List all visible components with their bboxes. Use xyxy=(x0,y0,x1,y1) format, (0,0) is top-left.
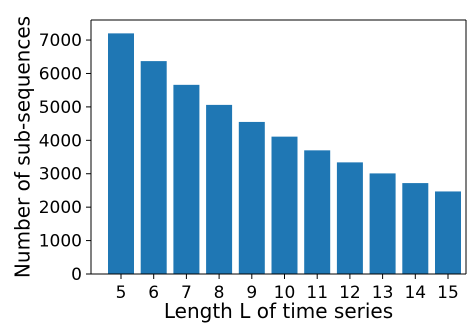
y-tick-label: 1000 xyxy=(39,232,82,252)
x-tick-label: 14 xyxy=(404,283,426,303)
bar-14 xyxy=(402,183,429,274)
y-tick-label: 7000 xyxy=(39,31,82,51)
y-tick-label: 5000 xyxy=(39,98,82,118)
x-tick-label: 9 xyxy=(246,283,257,303)
x-tick-label: 12 xyxy=(339,283,361,303)
y-tick-label: 3000 xyxy=(39,165,82,185)
y-axis-label: Number of sub-sequences xyxy=(11,16,35,278)
x-tick-label: 13 xyxy=(372,283,394,303)
y-tick-label: 0 xyxy=(71,265,82,285)
bar-12 xyxy=(336,162,363,274)
y-tick-label: 2000 xyxy=(39,198,82,218)
bar-5 xyxy=(108,33,134,275)
y-tick-label: 4000 xyxy=(39,131,82,151)
y-ticks-group: 0 1000 2000 3000 4000 5000 6000 7000 xyxy=(39,31,91,285)
bar-10 xyxy=(271,136,298,274)
x-tick-label: 15 xyxy=(437,283,459,303)
bar-7 xyxy=(173,84,200,274)
bar-8 xyxy=(206,104,233,274)
x-ticks-group: 5 6 7 8 9 10 11 12 13 14 15 xyxy=(116,274,459,303)
x-tick-label: 6 xyxy=(148,283,159,303)
bar-13 xyxy=(369,173,396,274)
x-tick-label: 5 xyxy=(116,283,127,303)
bar-11 xyxy=(304,150,331,274)
bar-15 xyxy=(435,191,461,274)
bar-6 xyxy=(140,61,167,274)
x-axis-label: Length L of time series xyxy=(164,299,393,323)
y-tick-label: 6000 xyxy=(39,64,82,84)
x-tick-label: 8 xyxy=(214,283,225,303)
x-tick-label: 7 xyxy=(181,283,192,303)
x-tick-label: 11 xyxy=(306,283,328,303)
x-tick-label: 10 xyxy=(274,283,296,303)
bar-9 xyxy=(238,121,265,275)
bars-group xyxy=(108,33,461,275)
